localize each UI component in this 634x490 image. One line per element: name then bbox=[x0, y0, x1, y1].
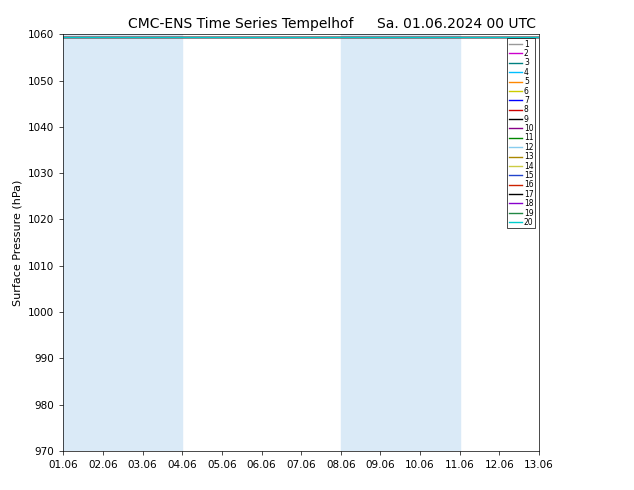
Y-axis label: Surface Pressure (hPa): Surface Pressure (hPa) bbox=[13, 179, 23, 306]
Legend: 1, 2, 3, 4, 5, 6, 7, 8, 9, 10, 11, 12, 13, 14, 15, 16, 17, 18, 19, 20: 1, 2, 3, 4, 5, 6, 7, 8, 9, 10, 11, 12, 1… bbox=[507, 38, 535, 228]
Bar bbox=[63, 34, 183, 451]
Text: CMC-ENS Time Series Tempelhof: CMC-ENS Time Series Tempelhof bbox=[128, 17, 354, 31]
Text: Sa. 01.06.2024 00 UTC: Sa. 01.06.2024 00 UTC bbox=[377, 17, 536, 31]
Bar bbox=[341, 34, 460, 451]
